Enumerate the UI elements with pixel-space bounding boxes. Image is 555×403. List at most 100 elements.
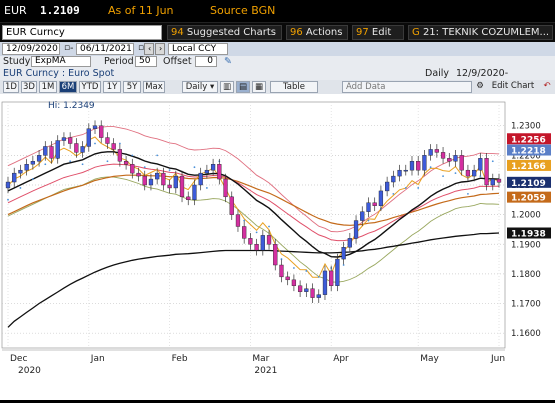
period-label: Period	[104, 56, 134, 67]
currency-select[interactable]: Local CCY	[168, 43, 228, 55]
candle-body	[12, 172, 17, 183]
candle-body	[210, 164, 216, 171]
candle-body	[422, 155, 427, 171]
sar-dot	[292, 267, 295, 269]
frequency-label: Daily	[425, 68, 450, 79]
candle-body	[372, 202, 377, 206]
period-button-5y[interactable]: 5Y	[123, 81, 141, 93]
candle-body	[235, 214, 241, 227]
last-price: 1.2109	[40, 4, 80, 17]
study-select[interactable]: ExpMA	[31, 56, 91, 67]
command-toolbar: EUR Curncy 94 Suggested Charts 96 Action…	[0, 22, 555, 42]
period-button-1d[interactable]: 1D	[3, 81, 19, 93]
ema200-line	[7, 232, 500, 328]
candle-body	[266, 235, 272, 245]
x-tick-label: Dec	[10, 354, 27, 364]
sar-dot	[19, 187, 22, 189]
calendar-end-icon[interactable]: ▫	[138, 43, 145, 53]
period-input[interactable]: 50	[135, 56, 157, 67]
candle-body	[384, 181, 390, 192]
actions-menu[interactable]: 96 Actions	[286, 25, 348, 40]
candle-body	[173, 175, 178, 189]
period-button-6m[interactable]: 6M	[59, 81, 77, 93]
sar-dot	[44, 163, 47, 166]
candle-body	[130, 164, 135, 174]
start-date-input[interactable]: 12/09/2020	[2, 43, 60, 55]
calendar-start-icon[interactable]: ▫	[64, 43, 71, 53]
candle-body	[242, 226, 247, 239]
sar-dot	[118, 142, 121, 145]
candle-body	[472, 169, 477, 177]
undo-icon[interactable]: ↶	[543, 81, 551, 91]
grid	[1, 101, 506, 349]
sar-dot	[342, 264, 345, 266]
candle-body	[43, 146, 48, 156]
x-tick-label: May	[420, 354, 439, 364]
sar-dot	[454, 172, 457, 175]
period-button-max[interactable]: Max	[143, 81, 165, 93]
period-button-1y[interactable]: 1Y	[103, 81, 121, 93]
candle-body	[161, 172, 166, 186]
sar-dot	[106, 160, 109, 163]
candle-body	[347, 238, 352, 248]
sar-dot	[94, 142, 96, 145]
pencil-icon[interactable]: ✎	[224, 56, 232, 67]
offset-label: Offset	[163, 56, 192, 67]
price-chart[interactable]: 1.23001.22001.21001.20001.19001.18001.17…	[0, 94, 555, 400]
frequency-select[interactable]: Daily ▾	[182, 81, 218, 93]
candle-body	[316, 294, 321, 298]
settings-icon[interactable]: ⚙	[476, 81, 484, 91]
candle-body	[117, 149, 123, 162]
table-button[interactable]: Table	[270, 81, 318, 93]
suggested-charts-menu[interactable]: 94 Suggested Charts	[167, 25, 282, 40]
candle-body	[186, 196, 191, 201]
candle-body	[136, 172, 141, 177]
y-tick-label: 1.2200	[511, 151, 541, 161]
sar-dot	[143, 166, 146, 169]
price-tag-box	[507, 176, 551, 188]
candle-body	[123, 161, 129, 165]
prev-range-button[interactable]: ‹	[144, 43, 154, 55]
candle-body	[322, 270, 328, 295]
candle-body	[74, 143, 79, 153]
end-date-input[interactable]: 06/11/2021	[76, 43, 134, 55]
security-input[interactable]: EUR Curncy	[2, 25, 162, 40]
chart-subtitle: EUR Curncy : Euro Spot	[3, 68, 115, 79]
candle-body	[335, 258, 340, 286]
candle-body	[273, 244, 278, 266]
ema-mid-line	[7, 163, 499, 242]
offset-input[interactable]: 0	[195, 56, 217, 67]
year-label: 2020	[18, 366, 41, 376]
price-tag-box	[507, 227, 551, 239]
next-range-button[interactable]: ›	[155, 43, 165, 55]
candle-body	[111, 143, 116, 150]
bar-style-icon[interactable]: ▦	[252, 81, 266, 93]
period-button-ytd[interactable]: YTD	[79, 81, 101, 93]
sar-dot	[31, 178, 34, 180]
ticker: EUR	[4, 4, 27, 17]
candle-body	[192, 184, 197, 201]
chart-title: 21: TEKNIK COZUMLEM...	[422, 27, 550, 38]
chart-type-icon[interactable]: ▥	[220, 81, 234, 93]
candle-body	[285, 276, 290, 281]
price-tag-box	[507, 191, 551, 203]
candle-body	[378, 190, 384, 206]
candle-body	[409, 161, 415, 171]
chart-button-bar: 1D 3D 1M 6M YTD 1Y 5Y Max Daily ▾ ▥ ▤ ▦ Table A…	[0, 80, 555, 94]
add-data-input[interactable]: Add Data	[342, 81, 472, 93]
sar-dot	[193, 166, 196, 169]
period-button-3d[interactable]: 3D	[21, 81, 37, 93]
sar-dot	[417, 187, 420, 189]
candle-body	[428, 149, 433, 156]
edit-menu[interactable]: 97 Edit	[352, 25, 404, 40]
candle-body	[447, 158, 452, 162]
candle-body	[61, 137, 67, 141]
year-label: 2021	[254, 366, 277, 376]
chart-title-menu[interactable]: G 21: TEKNIK COZUMLEM...	[408, 25, 553, 40]
price-tags: 1.2256 1.2218 1.2166 1.2109 1.2059 1.1938	[507, 133, 551, 240]
sar-dot	[81, 163, 84, 166]
edit-chart-button[interactable]: Edit Chart	[491, 81, 535, 91]
period-button-1m[interactable]: 1M	[39, 81, 57, 93]
candle-body	[68, 137, 73, 144]
line-style-icon[interactable]: ▤	[236, 81, 250, 93]
